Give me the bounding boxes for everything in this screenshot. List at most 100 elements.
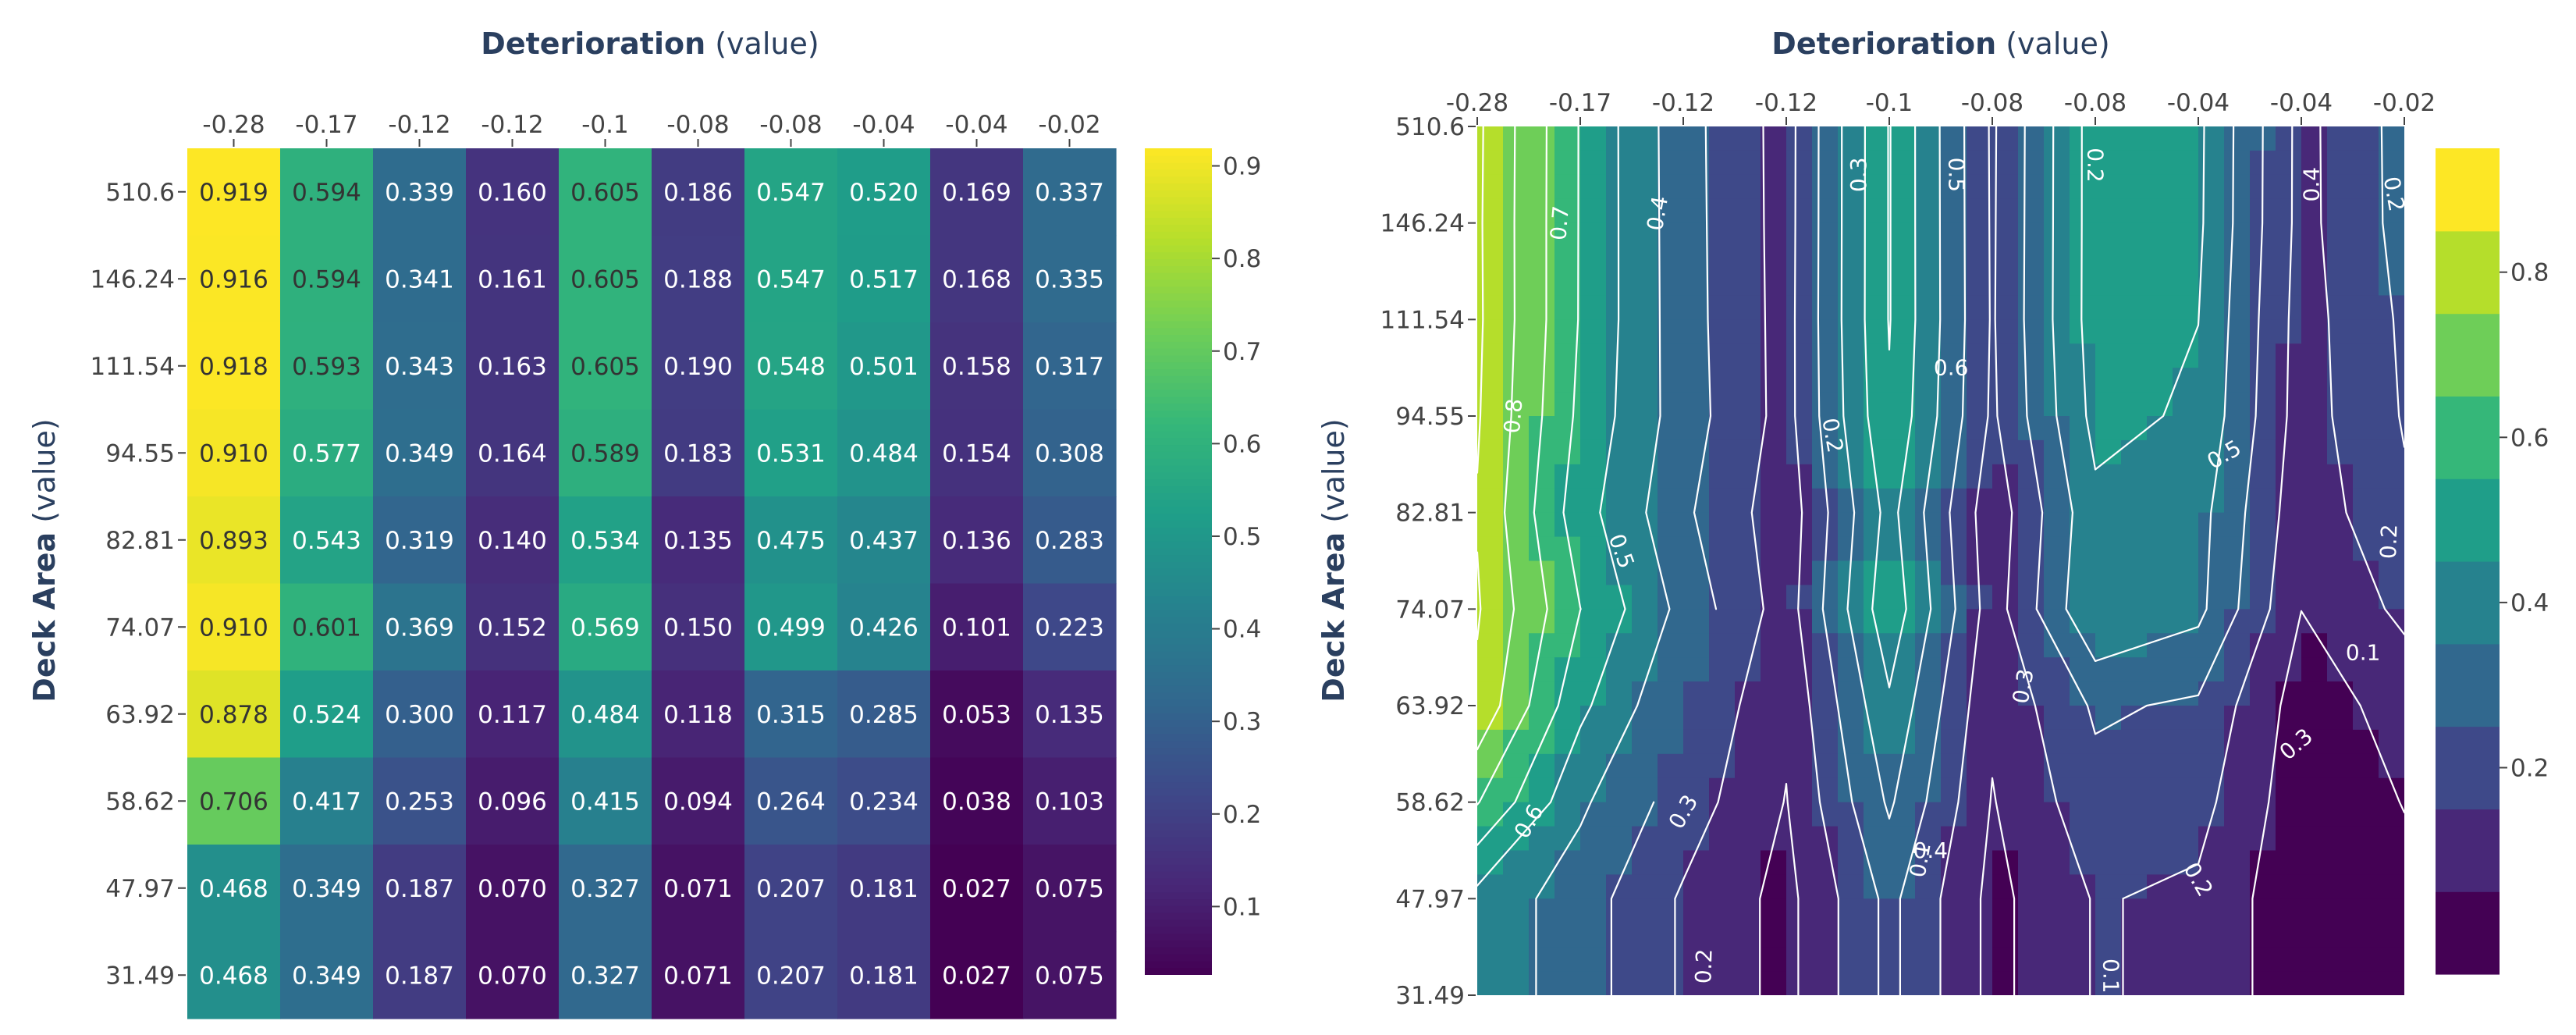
contour-band-cell: [1606, 802, 1633, 827]
contour-band-cell: [2095, 295, 2122, 321]
contour-band-cell: [2327, 850, 2354, 876]
heatmap-cell-label: 0.468: [199, 962, 268, 990]
contour-band-cell: [2276, 971, 2302, 995]
contour-band-cell: [1709, 271, 1736, 297]
contour-band-cell: [2198, 729, 2225, 755]
contour-band-cell: [1529, 512, 1555, 538]
contour-band-cell: [1992, 657, 2019, 682]
heatmap-colorbar-tick-label: 0.2: [1223, 801, 1261, 829]
contour-band-cell: [1915, 802, 1942, 827]
contour-band-cell: [1786, 753, 1813, 779]
heatmap-cell-label: 0.426: [849, 614, 918, 642]
contour-band-cell: [2353, 633, 2379, 658]
heatmap-cell-label: 0.160: [478, 179, 547, 207]
contour-line-label: 0.6: [1934, 355, 1969, 381]
heatmap-colorbar-segment: [1145, 396, 1212, 404]
contour-band-cell: [1967, 512, 1993, 538]
contour-band-cell: [1503, 368, 1530, 393]
contour-band-cell: [1554, 174, 1581, 200]
contour-band-cell: [1503, 488, 1530, 514]
contour-band-cell: [1735, 971, 1761, 995]
contour-band-cell: [2095, 198, 2122, 224]
contour-band-cell: [1503, 126, 1530, 151]
contour-band-cell: [1632, 222, 1658, 248]
contour-band-cell: [2070, 198, 2096, 224]
contour-band-cell: [2044, 923, 2070, 948]
contour-band-cell: [1889, 150, 1916, 176]
contour-band-cell: [1632, 416, 1658, 441]
contour-line: [1477, 126, 1516, 751]
heatmap-cell-labels: 0.919 0.594 0.339 0.160 0.605 0.186 0.547 0.520…: [199, 179, 1104, 991]
contour-line: [1610, 126, 2404, 995]
contour-band-cell: [1683, 343, 1710, 368]
contour-band-cell: [1503, 295, 1530, 321]
contour-band-cell: [2018, 947, 2045, 972]
heatmap-colorbar-segment: [1145, 836, 1212, 845]
contour-band-cell: [2121, 923, 2148, 948]
contour-band-cell: [1838, 753, 1864, 779]
contour-band-cell: [2353, 826, 2379, 852]
contour-band-cell: [2198, 368, 2225, 393]
heatmap-cell: [559, 931, 652, 1019]
contour-band-cell: [1529, 609, 1555, 635]
heatmap-colorbar-segment: [1145, 850, 1212, 859]
contour-band-cell: [1761, 923, 1787, 948]
contour-band-cell: [1812, 343, 1839, 368]
contour-band-cell: [2018, 343, 2045, 368]
contour-band-cell: [2095, 174, 2122, 200]
heatmap-cell-label: 0.264: [756, 788, 826, 816]
contour-band-cell: [2147, 947, 2173, 972]
heatmap-cell-label: 0.484: [570, 701, 640, 729]
contour-band-cell: [1761, 439, 1787, 465]
contour-band-cell: [2147, 126, 2173, 151]
contour-band-cell: [2121, 439, 2148, 465]
contour-band-cell: [2327, 706, 2354, 731]
contour-band-cell: [2044, 657, 2070, 682]
heatmap-colorbar-segment: [1145, 444, 1212, 452]
contour-band-cell: [1658, 439, 1684, 465]
heatmap-colorbar-segment: [1145, 506, 1212, 514]
contour-band-cell: [1683, 729, 1710, 755]
contour-band-cell: [1967, 874, 1993, 900]
heatmap-cell-label: 0.593: [292, 353, 361, 381]
contour-x-tick-label: -0.12: [1755, 89, 1817, 117]
contour-band-cell: [2353, 585, 2379, 610]
contour-band-cell: [2095, 560, 2122, 586]
contour-band-cell: [2121, 898, 2148, 924]
contour-band-cell: [1658, 657, 1684, 682]
heatmap-cell: [652, 322, 745, 411]
contour-colorbar-band: [2436, 230, 2500, 315]
contour-band-cell: [2276, 126, 2302, 151]
contour-colorbar-band: [2436, 478, 2500, 562]
heatmap-chart: Deterioration (value) Deck Area (value) …: [27, 27, 1261, 1019]
contour-x-tick-label: -0.28: [1446, 89, 1508, 117]
contour-band-cell: [2147, 319, 2173, 345]
contour-band-cell: [1992, 585, 2019, 610]
heatmap-cell-label: 0.163: [478, 353, 547, 381]
contour-band-cell: [2327, 609, 2354, 635]
contour-band-cell: [1658, 198, 1684, 224]
contour-band-cell: [1786, 222, 1813, 248]
heatmap-cell: [373, 670, 467, 759]
heatmap-colorbar-segment: [1145, 685, 1212, 693]
heatmap-cell: [373, 757, 467, 845]
heatmap-colorbar-segment: [1145, 430, 1212, 439]
contour-colorbar: 0.2 0.4 0.6 0.8: [2436, 148, 2549, 975]
contour-band-cell: [2147, 923, 2173, 948]
contour-band-cell: [1761, 585, 1787, 610]
contour-band-cell: [2044, 198, 2070, 224]
contour-y-tick-label: 111.54: [1380, 306, 1465, 334]
heatmap-colorbar-segment: [1145, 912, 1212, 920]
contour-band-cell: [1967, 247, 1993, 272]
contour-band-cell: [2121, 560, 2148, 586]
contour-band-cell: [1761, 198, 1787, 224]
contour-band-cell: [2044, 850, 2070, 876]
contour-band-cell: [1915, 126, 1942, 151]
contour-band-cell: [1709, 898, 1736, 924]
contour-colorbar-band: [2436, 643, 2500, 727]
heatmap-y-tick-label: 94.55: [105, 439, 175, 468]
contour-band-cell: [1889, 585, 1916, 610]
contour-band-cell: [2353, 753, 2379, 779]
contour-band-cell: [1503, 174, 1530, 200]
